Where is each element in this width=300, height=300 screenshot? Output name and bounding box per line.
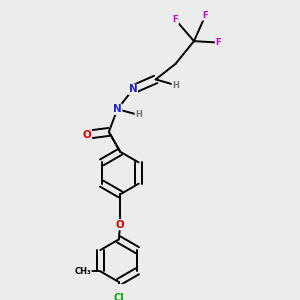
Text: F: F [173,15,178,24]
Text: O: O [116,220,124,230]
Text: N: N [129,84,137,94]
Text: F: F [202,11,208,20]
Text: N: N [113,104,122,114]
Text: Cl: Cl [113,292,124,300]
Text: H: H [172,81,179,90]
Text: O: O [82,130,91,140]
Text: CH₃: CH₃ [74,267,91,276]
Text: H: H [135,110,142,119]
Text: F: F [215,38,221,47]
